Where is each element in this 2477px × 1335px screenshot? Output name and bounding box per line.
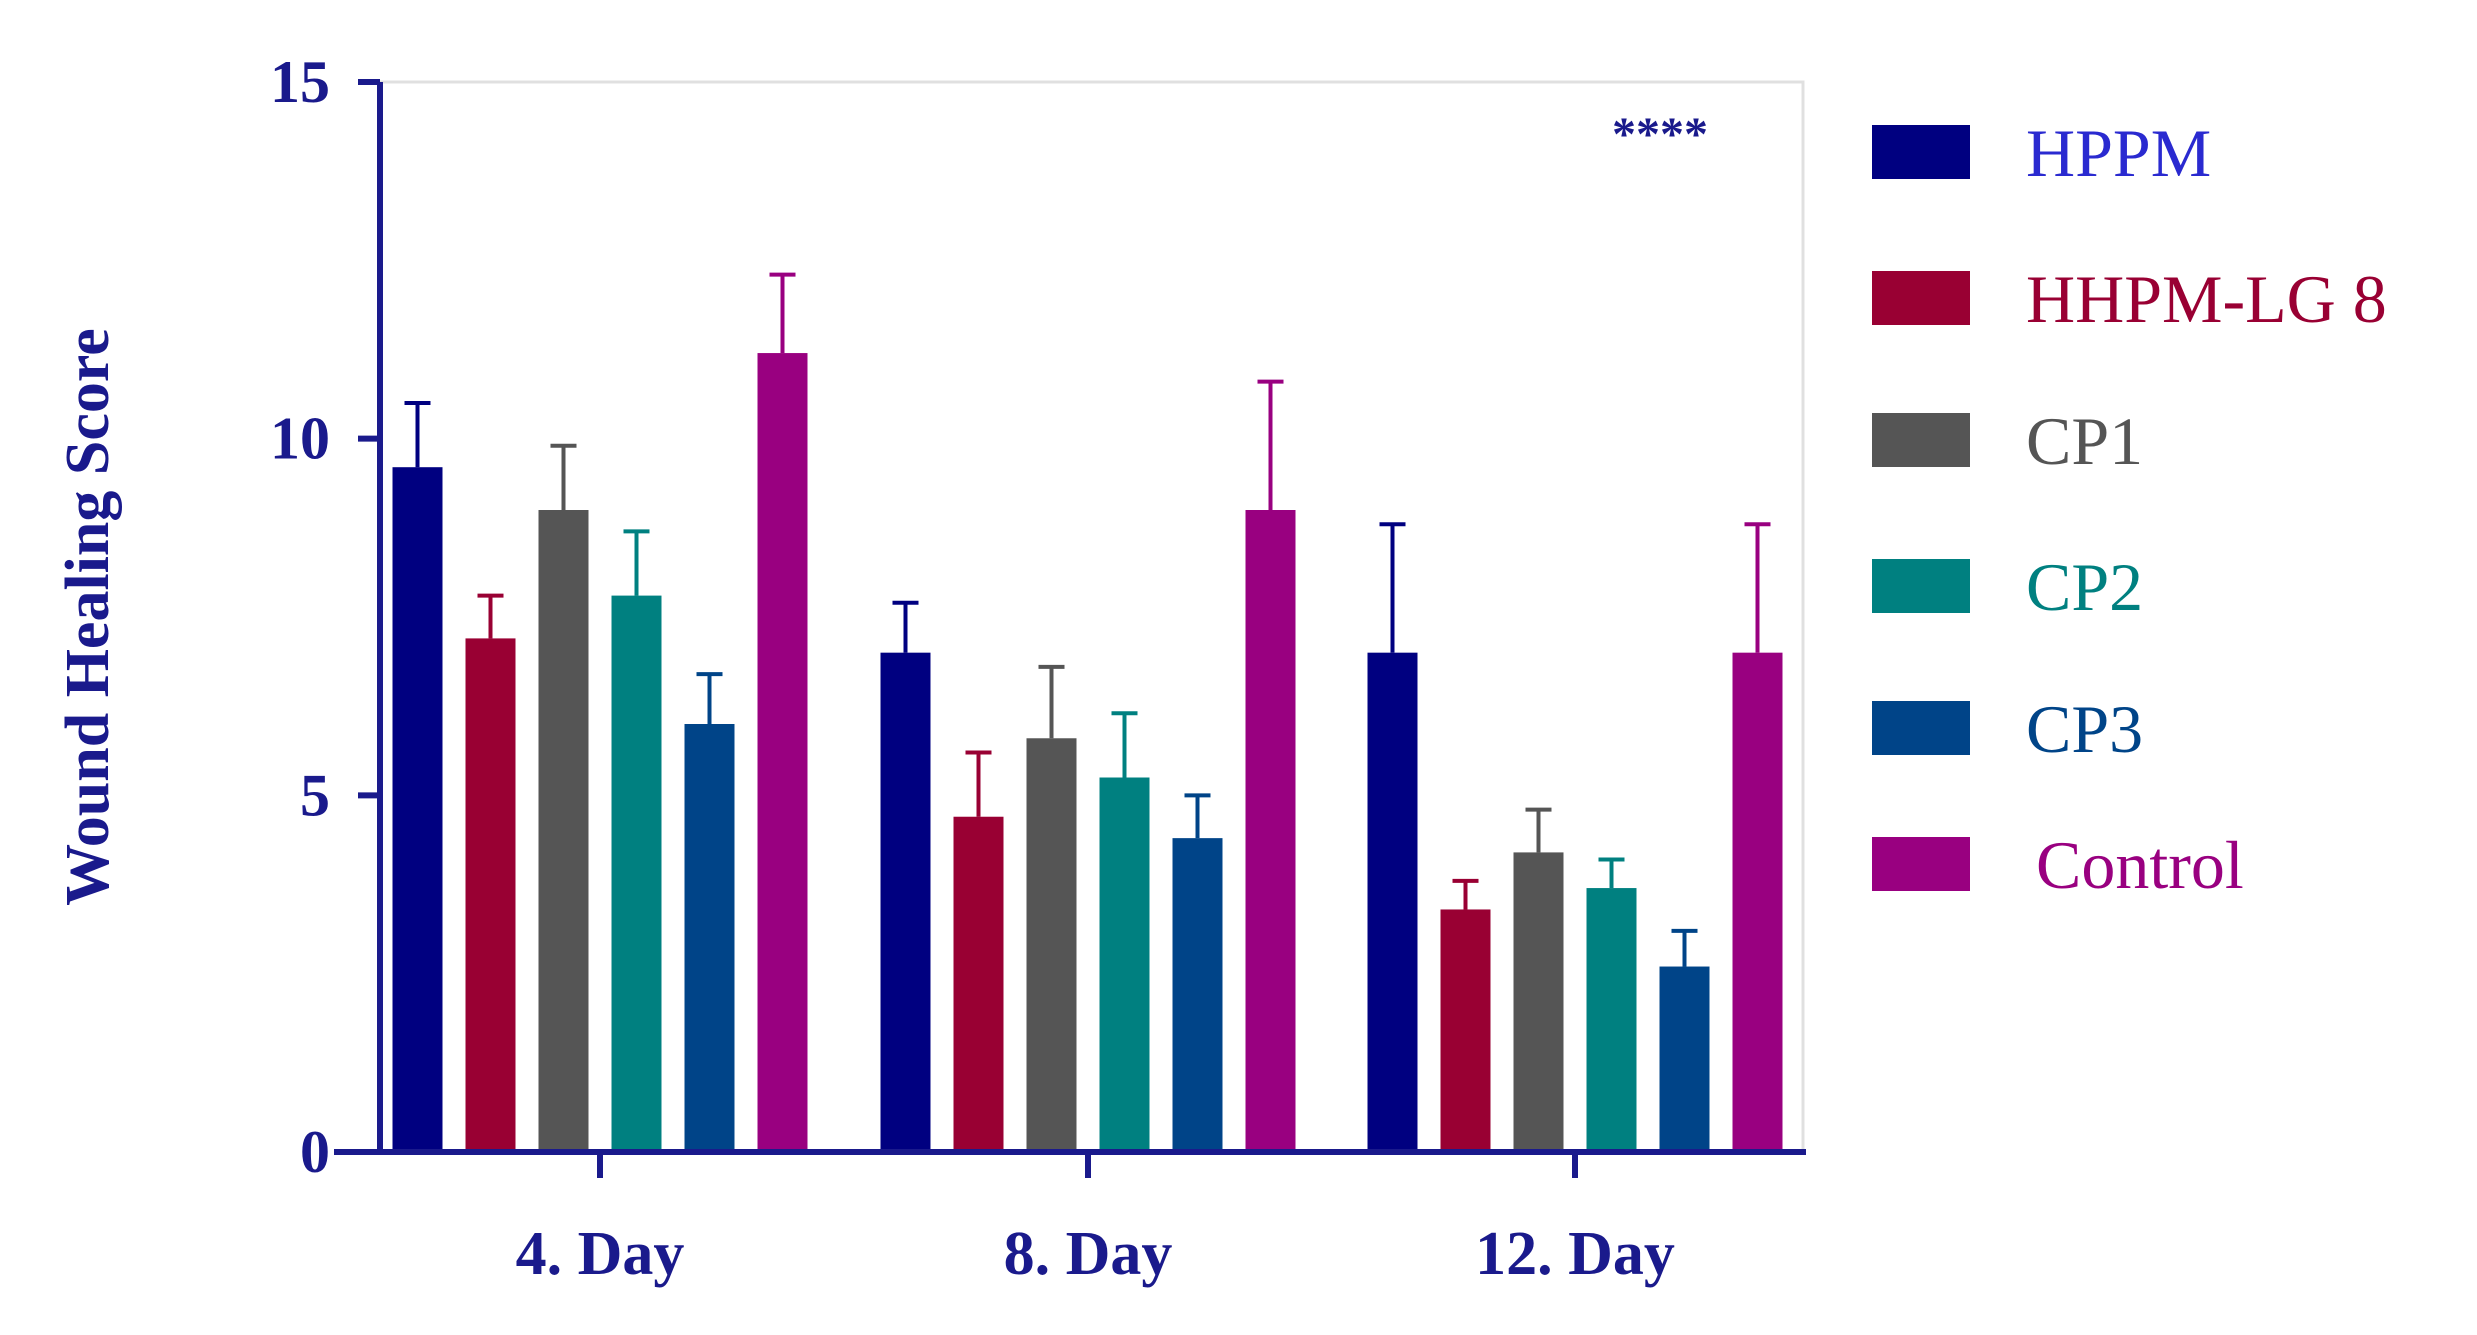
- error-bars-group: [404, 272, 1771, 967]
- bar: [465, 638, 516, 1152]
- x-tick-label: 4. Day: [516, 1220, 685, 1288]
- y-ticks-group: 0 5 10 15: [270, 49, 380, 1185]
- bar: [1659, 966, 1710, 1152]
- x-ticks-group: 4. Day 8. Day 12. Day: [516, 1152, 1675, 1288]
- bar: [1367, 652, 1418, 1152]
- legend: HPPM HHPM-LG 8 CP1 CP2 CP3 Control: [1872, 115, 2387, 903]
- significance-label: ****: [1612, 108, 1708, 161]
- legend-swatch: [1872, 413, 1970, 467]
- legend-swatch: [1872, 701, 1970, 755]
- legend-swatch: [1872, 271, 1970, 325]
- legend-label: HPPM: [2026, 115, 2211, 191]
- bar: [1172, 838, 1223, 1152]
- bar: [1099, 777, 1150, 1152]
- bar: [538, 510, 589, 1152]
- bar: [1513, 852, 1564, 1152]
- bar: [1586, 888, 1637, 1152]
- y-tick-label: 0: [300, 1119, 330, 1185]
- bar: [880, 652, 931, 1152]
- bar: [1245, 510, 1296, 1152]
- bar: [1026, 738, 1077, 1152]
- bar: [1732, 652, 1783, 1152]
- bar: [1440, 909, 1491, 1152]
- y-axis-label: Wound Healing Score: [54, 328, 122, 906]
- legend-label: CP3: [2026, 691, 2143, 767]
- y-tick-label: 10: [270, 406, 330, 472]
- bar: [611, 595, 662, 1152]
- bar: [953, 816, 1004, 1152]
- bar: [684, 724, 735, 1152]
- y-tick-label: 5: [300, 762, 330, 828]
- legend-swatch: [1872, 559, 1970, 613]
- bars-group: [392, 353, 1783, 1153]
- bar: [757, 353, 808, 1153]
- legend-label: Control: [2036, 827, 2244, 903]
- x-tick-label: 12. Day: [1475, 1220, 1675, 1288]
- legend-label: CP2: [2026, 549, 2143, 625]
- x-tick-label: 8. Day: [1004, 1220, 1173, 1288]
- legend-swatch: [1872, 837, 1970, 891]
- legend-label: HHPM-LG 8: [2026, 261, 2387, 337]
- legend-label: CP1: [2026, 403, 2143, 479]
- legend-swatch: [1872, 125, 1970, 179]
- y-tick-label: 15: [270, 49, 330, 115]
- bar: [392, 467, 443, 1152]
